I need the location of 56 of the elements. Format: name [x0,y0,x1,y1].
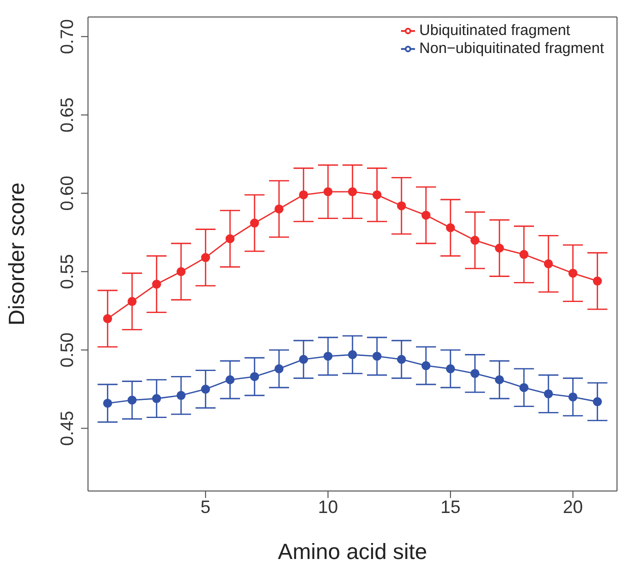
y-tick-label: 0.70 [57,19,77,54]
point [396,201,406,210]
point [519,250,528,259]
point [250,372,260,382]
point [299,190,308,200]
point [152,394,162,404]
point [544,259,553,268]
point [568,392,578,402]
point [494,244,504,253]
legend-label: Non−ubiquitinated fragment [419,40,604,57]
y-tick-label: 0.60 [57,176,77,211]
point [324,352,333,361]
point [324,187,333,196]
point [226,375,235,384]
y-axis-title: Disorder score [4,182,29,326]
point [201,253,210,262]
y-tick-label: 0.65 [57,97,77,132]
y-tick-label: 0.55 [57,254,77,290]
point [396,354,406,364]
point [592,276,602,286]
point [250,218,260,228]
point [226,234,235,244]
point [494,375,504,384]
point [544,389,553,398]
x-tick-label: 15 [440,496,460,517]
point [421,361,430,370]
point [348,187,357,196]
point [348,350,357,360]
point [103,398,112,408]
legend-label: Ubiquitinated fragment [419,22,570,39]
point [470,368,480,378]
point [592,397,602,406]
x-tick-label: 10 [318,496,338,517]
point [421,210,430,220]
point [201,384,210,394]
point [152,280,162,289]
y-tick-label: 0.50 [57,332,77,368]
x-tick-label: 20 [562,496,583,517]
point [274,204,284,214]
point [103,314,112,324]
point [176,390,186,400]
point [372,352,382,361]
point [274,364,284,374]
point [568,268,578,278]
point [176,267,186,276]
point [446,364,455,374]
point [470,236,480,245]
point [299,354,308,364]
point [519,383,528,392]
point [446,223,455,232]
x-axis-title: Amino acid site [278,539,428,564]
y-tick-label: 0.45 [57,410,77,446]
point [128,396,137,405]
point [128,296,137,306]
x-tick-label: 5 [200,496,211,517]
point [372,190,382,200]
